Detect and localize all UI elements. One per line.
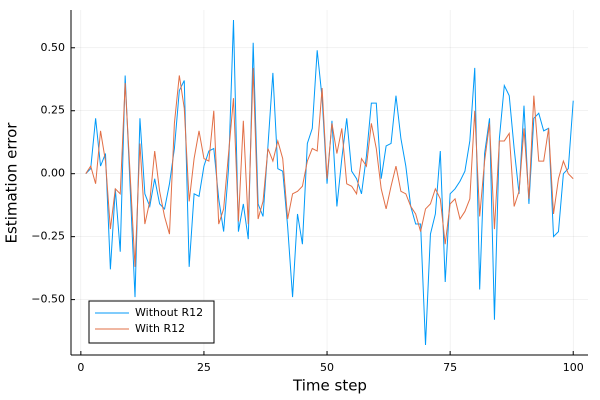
x-axis-label: Time step <box>292 377 367 395</box>
y-tick-label: −0.25 <box>31 230 65 243</box>
y-tick-label: −0.50 <box>31 293 65 306</box>
x-tick-label: 75 <box>443 361 457 374</box>
y-tick-label: 0.00 <box>41 167 66 180</box>
x-tick-label: 50 <box>320 361 334 374</box>
y-tick-label: 0.50 <box>41 41 66 54</box>
y-axis-label: Estimation error <box>3 122 21 244</box>
x-tick-label: 100 <box>563 361 584 374</box>
legend-label: With R12 <box>135 322 185 335</box>
y-tick-label: 0.25 <box>41 104 66 117</box>
legend-box <box>88 300 215 344</box>
x-tick-label: 0 <box>77 361 84 374</box>
series-line <box>85 67 574 267</box>
legend-label: Without R12 <box>135 306 203 319</box>
x-tick-label: 25 <box>197 361 211 374</box>
